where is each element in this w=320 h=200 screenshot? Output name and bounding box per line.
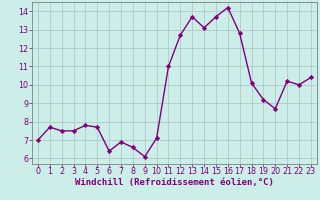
- X-axis label: Windchill (Refroidissement éolien,°C): Windchill (Refroidissement éolien,°C): [75, 178, 274, 187]
